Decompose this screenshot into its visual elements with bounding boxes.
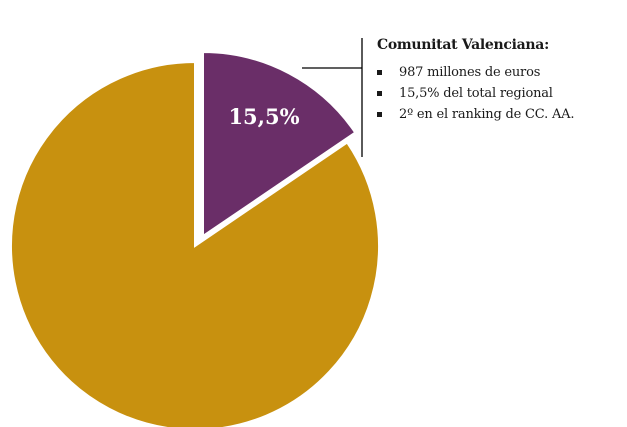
callout-title: Comunitat Valenciana:	[377, 37, 549, 53]
callout-item-share: 15,5% del total regional	[373, 83, 623, 104]
callout-list: 987 millones de euros 15,5% del total re…	[373, 62, 623, 125]
callout-item-ranking: 2º en el ranking de CC. AA.	[373, 104, 623, 125]
pie-slices	[10, 50, 380, 427]
slice-label-comunitat-valenciana: 15,5%	[228, 104, 299, 129]
callout-item-amount: 987 millones de euros	[373, 62, 623, 83]
pie-slice-comunitat-valenciana	[202, 50, 357, 238]
pie-slice-resto	[10, 60, 380, 427]
callout-box: Comunitat Valenciana: 987 millones de eu…	[373, 37, 623, 125]
